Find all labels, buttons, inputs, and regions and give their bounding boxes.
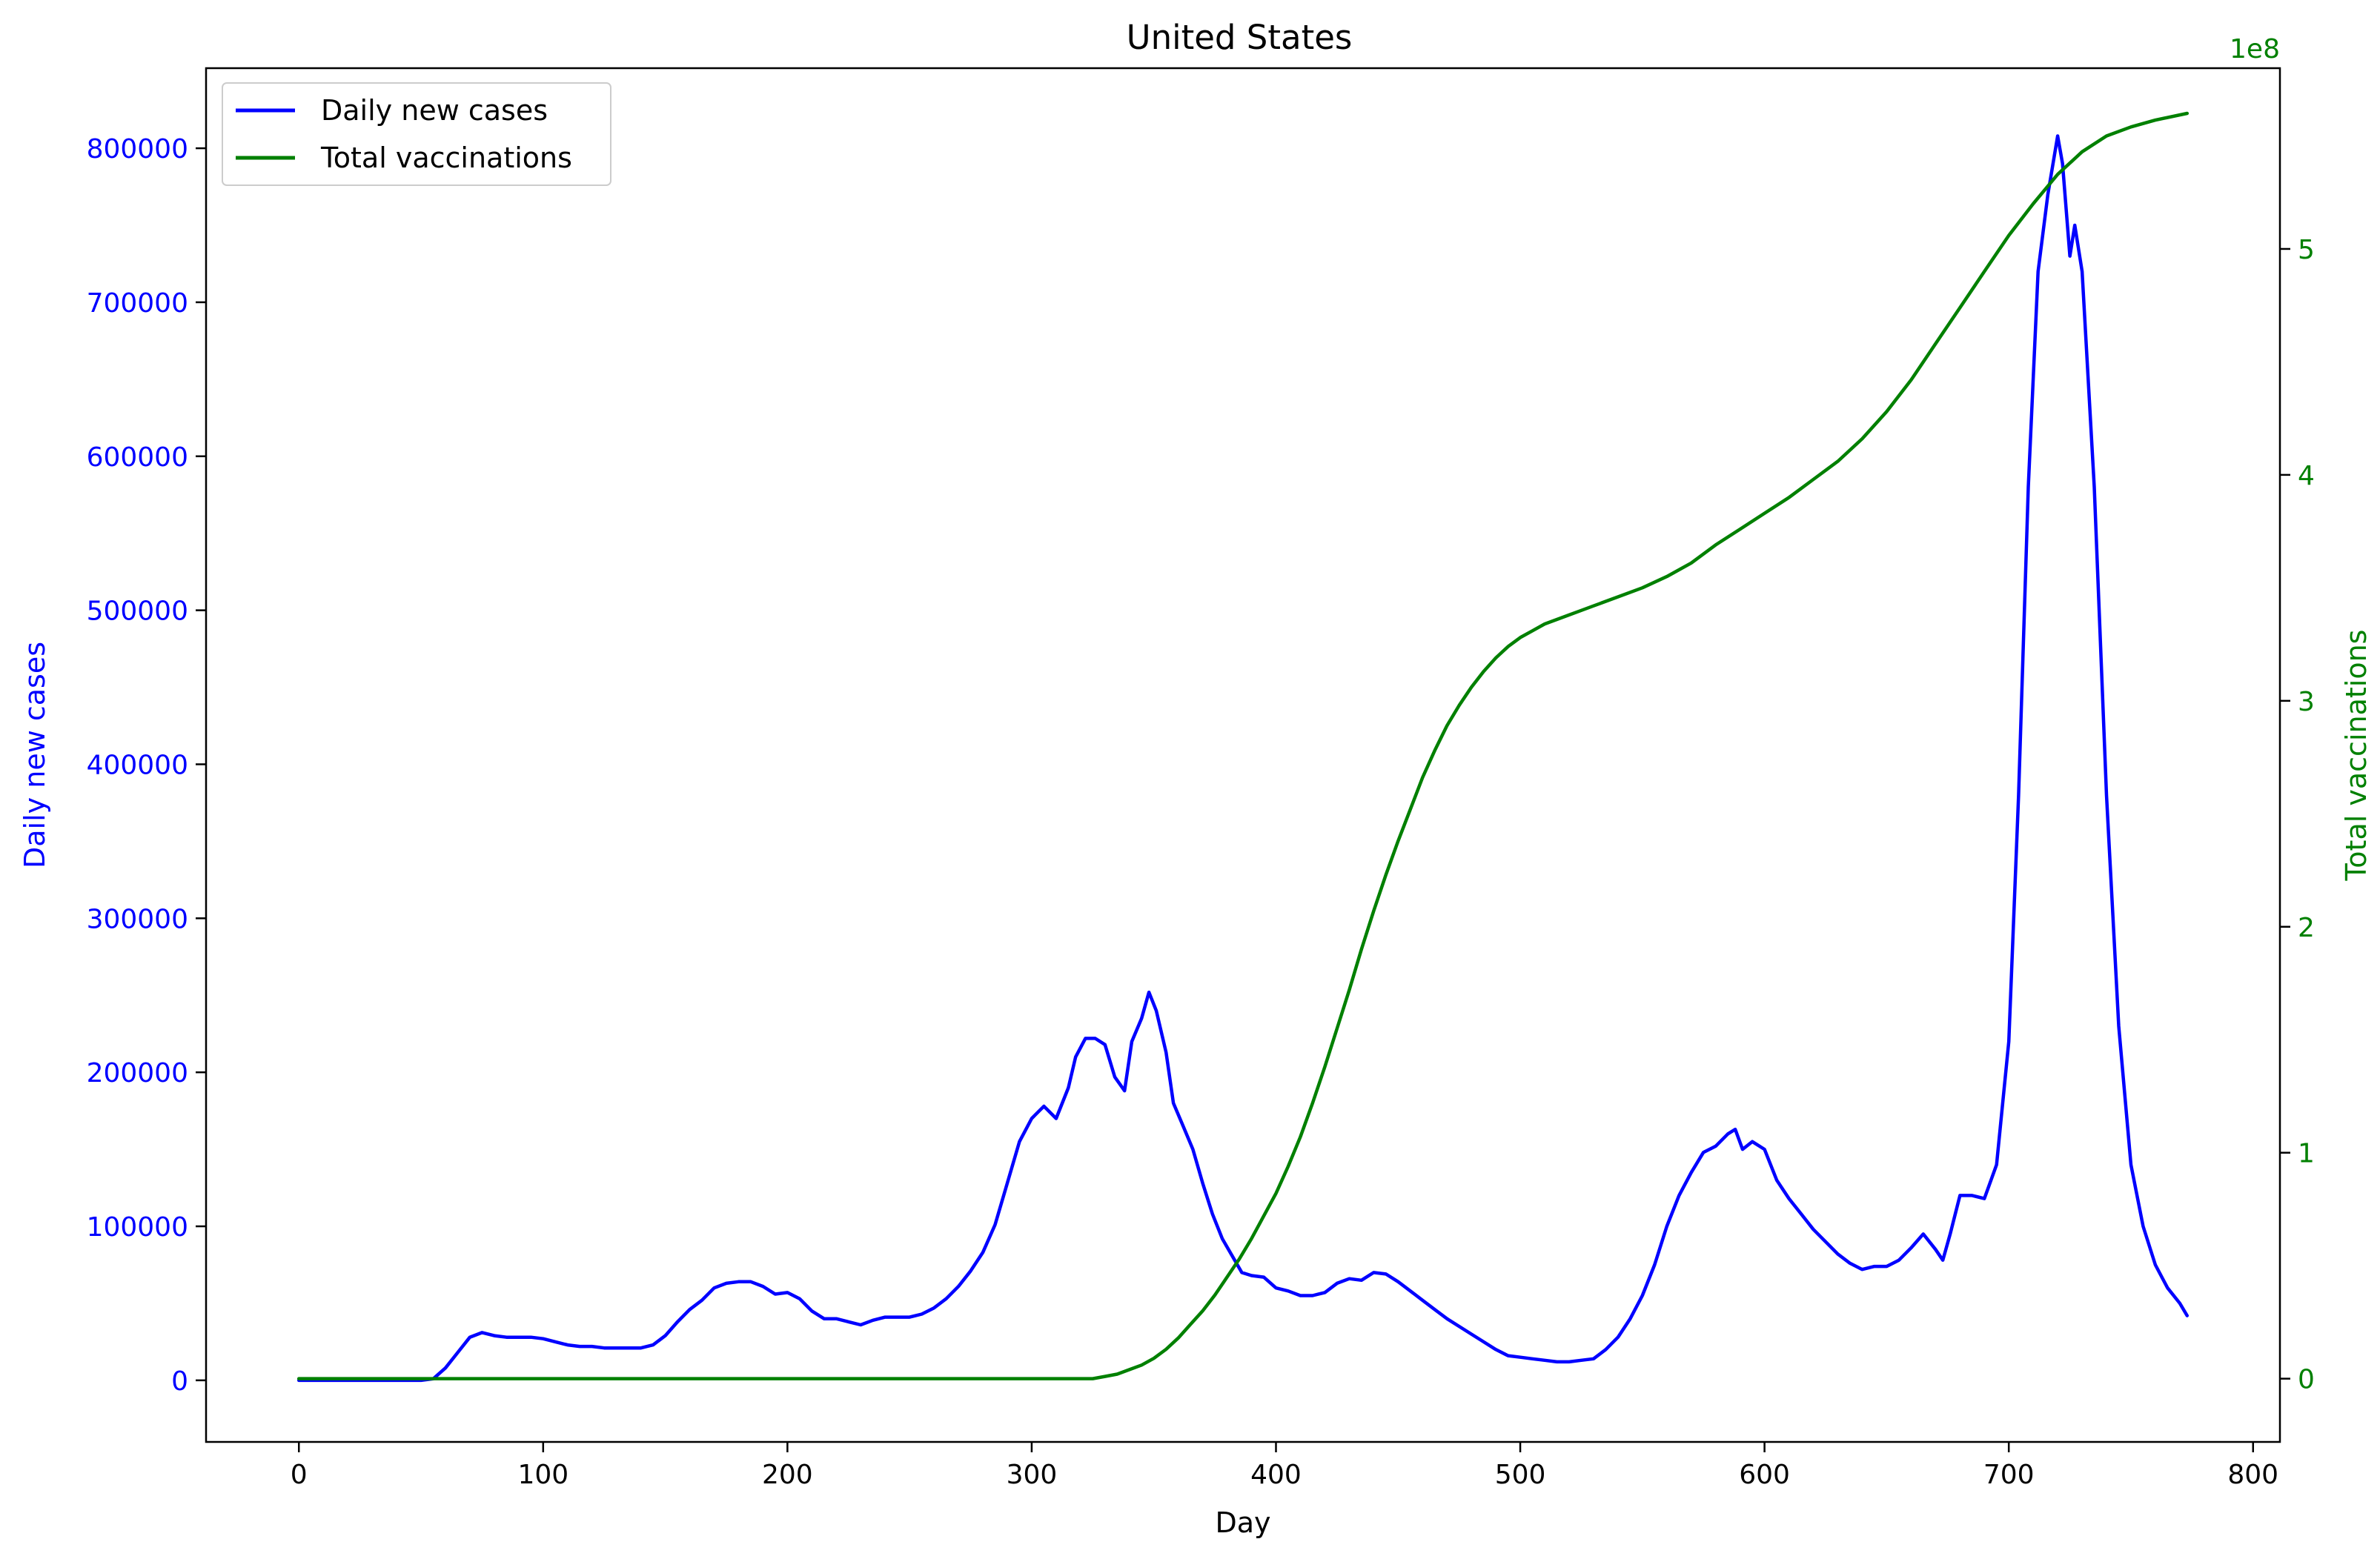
left-y-tick-label: 500000	[87, 596, 188, 627]
right-y-tick-label: 5	[2298, 235, 2315, 265]
series-line-total-vaccinations	[296, 111, 2190, 1380]
right-y-axis-label: Total vaccinations	[2340, 630, 2373, 882]
series-layer	[296, 111, 2190, 1383]
chart-title: United States	[1127, 18, 1353, 57]
legend-label-daily-new-cases: Daily new cases	[321, 94, 548, 127]
x-axis-ticks: 0 100 200 300 400 500 600 700 800	[291, 1442, 2278, 1490]
right-y-tick-label: 0	[2298, 1365, 2315, 1395]
right-y-tick-label: 1	[2298, 1139, 2315, 1169]
x-tick-label: 500	[1495, 1460, 1546, 1490]
right-y-tick-label: 4	[2298, 461, 2315, 491]
left-y-tick-label: 400000	[87, 750, 188, 780]
x-tick-label: 800	[2227, 1460, 2278, 1490]
series-line-daily-new-cases	[296, 134, 2190, 1383]
x-tick-label: 600	[1739, 1460, 1790, 1490]
legend-label-total-vaccinations: Total vaccinations	[320, 142, 572, 174]
right-y-tick-label: 3	[2298, 687, 2315, 717]
left-y-tick-label: 600000	[87, 442, 188, 473]
left-y-axis-ticks: 0 100000 200000 300000 400000 500000 600000 700…	[87, 134, 206, 1397]
plot-frame	[205, 67, 2281, 1443]
left-y-tick-label: 800000	[87, 134, 188, 164]
x-tick-label: 300	[1007, 1460, 1058, 1490]
legend-box	[222, 82, 611, 186]
x-axis-label: Day	[1215, 1506, 1270, 1539]
left-y-tick-label: 200000	[87, 1058, 188, 1088]
x-tick-label: 0	[291, 1460, 308, 1490]
right-y-tick-label: 2	[2298, 913, 2315, 943]
left-y-tick-label: 0	[171, 1366, 188, 1397]
left-y-axis-label: Daily new cases	[19, 642, 51, 868]
right-y-axis-ticks: 0 1 2 3 4 5	[2280, 235, 2315, 1395]
x-tick-label: 100	[517, 1460, 569, 1490]
x-tick-label: 700	[1983, 1460, 2035, 1490]
x-tick-label: 200	[762, 1460, 813, 1490]
left-y-tick-label: 100000	[87, 1212, 188, 1243]
left-y-tick-label: 700000	[87, 288, 188, 319]
legend: Daily new cases Total vaccinations	[222, 82, 611, 186]
left-y-tick-label: 300000	[87, 904, 188, 934]
x-tick-label: 400	[1250, 1460, 1302, 1490]
right-y-axis-offset-label: 1e8	[2230, 34, 2280, 64]
